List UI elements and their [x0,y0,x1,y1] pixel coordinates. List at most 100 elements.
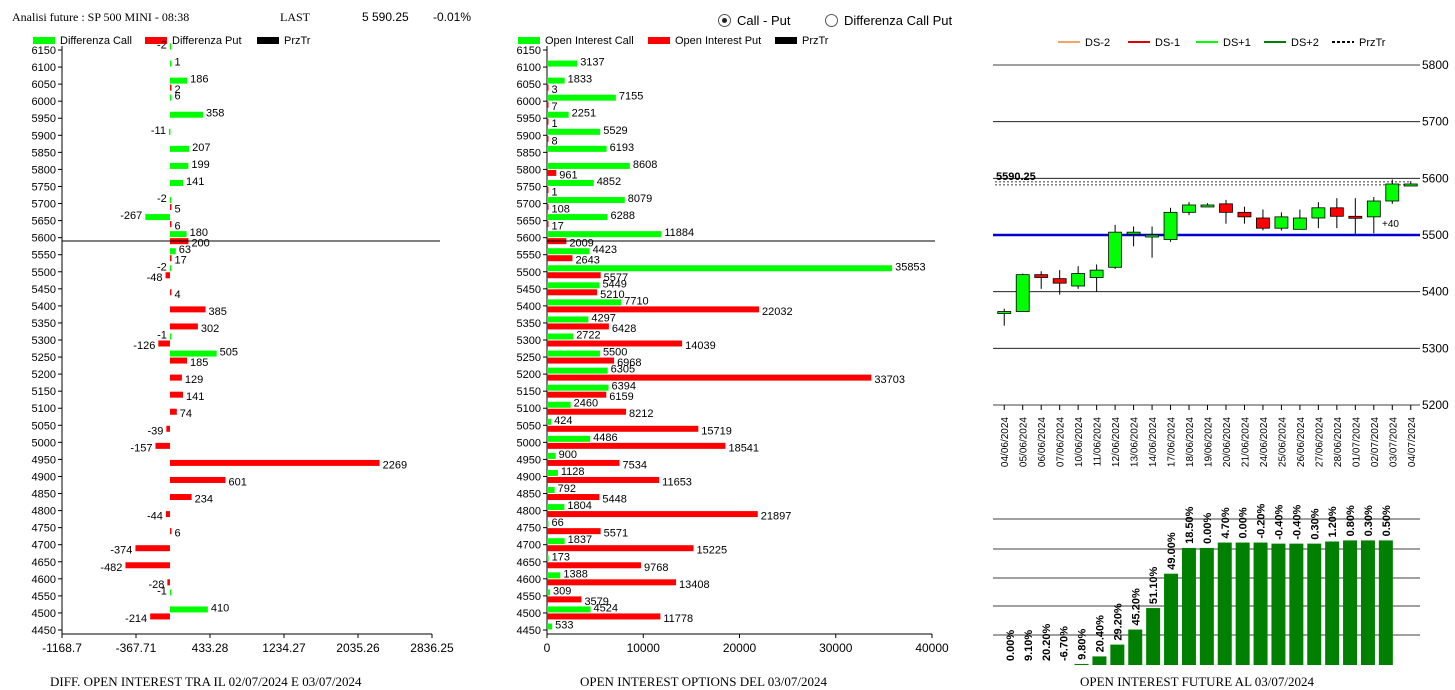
call-value-label: 1388 [563,568,587,580]
call-bar [547,60,578,67]
future-candlestick-chart: DS-2 DS-1 DS+1 DS+2 PrzTr 5800 5700 5600 5500 540… [993,37,1449,467]
call-bar [547,316,589,323]
call-bar [169,179,183,186]
put-bar [165,511,170,518]
strike-label: 4750 [32,523,56,535]
put-bar [547,374,872,381]
candle-body [1403,183,1418,187]
candle-body [1329,207,1344,217]
legend-swatch [648,37,670,44]
oi-bar [1181,547,1196,665]
call-bar [547,401,571,408]
call-value-label: -1 [157,585,167,597]
call-value-label: 141 [186,176,204,188]
oi-bar [1271,543,1286,665]
call-bar [547,367,608,374]
x-tick-label: 20000 [723,641,757,655]
oi-bar [1307,543,1322,665]
candle-body [1145,234,1159,238]
strike-label: 5750 [517,181,541,193]
put-value-label: 4 [174,289,180,301]
call-value-label: 4297 [591,312,615,324]
y-tick-label: 5800 [1422,58,1449,72]
put-bar [169,476,226,483]
legend-label: DS+2 [1291,37,1319,49]
date-label: 19/06/2024 [1204,417,1215,467]
radio-call-put[interactable]: Call - Put [718,13,790,28]
call-bar [547,282,600,289]
put-value-label: 6 [174,221,180,233]
put-value-label: -28 [148,579,164,591]
date-label: 14/06/2024 [1148,417,1159,467]
candle-body [1256,217,1270,229]
put-bar [547,391,607,398]
strike-label: 5000 [32,437,56,449]
date-label: 17/06/2024 [1167,417,1178,467]
radio-diff-call-put[interactable]: Differenza Call Put [825,13,952,28]
strike-label: 5400 [517,301,541,313]
put-value-label: -374 [110,545,132,557]
options-oi-chart: Open Interest Call Open Interest Put PrzTr… [517,35,949,655]
legend-label: Differenza Put [172,35,242,47]
put-value-label: 129 [185,374,203,386]
date-label: 13/06/2024 [1130,417,1141,467]
y-tick-label: 5200 [1422,398,1449,412]
put-value-label: 8212 [629,408,653,420]
candle-body [1108,231,1123,268]
call-value-label: 8608 [633,159,657,171]
call-value-label: 199 [191,159,209,171]
date-label: 04/07/2024 [1407,417,1418,467]
put-value-label: 5571 [604,528,628,540]
put-value-label: 234 [195,494,213,506]
call-bar [547,521,549,528]
pct-label: 49.00% [1166,532,1178,570]
call-value-label: 173 [552,551,570,563]
strike-label: 4500 [517,608,541,620]
candle-body [1385,183,1400,202]
put-value-label: -44 [147,511,163,523]
put-bar [547,459,620,466]
call-value-label: 180 [190,227,208,239]
put-value-label: -214 [125,613,147,625]
strike-label: 5250 [517,352,541,364]
strike-label: 5300 [517,335,541,347]
strike-label: 5900 [517,130,541,142]
call-value-label: 4423 [593,244,617,256]
put-value-label: 18541 [728,442,759,454]
put-value-label: 9768 [644,562,668,574]
pct-label: 0.30% [1309,508,1321,539]
strike-label: 5450 [32,284,56,296]
put-bar [169,494,192,501]
call-bar [547,333,574,340]
call-value-label: 6394 [612,381,636,393]
call-bar [547,469,558,476]
call-bar [169,248,176,255]
strike-label: 6000 [517,96,541,108]
put-bar [167,579,170,586]
call-bar [169,162,189,169]
put-value-label: 2009 [569,238,593,250]
date-label: 27/06/2024 [1314,417,1325,467]
call-value-label: -1 [157,330,167,342]
strike-label: 5600 [32,233,56,245]
x-tick-label: 10000 [627,641,661,655]
strike-label: 4800 [517,506,541,518]
date-label: 24/06/2024 [1259,417,1270,467]
pct-label: 0.50% [1381,505,1393,536]
x-tick-label: 2836.25 [410,641,454,655]
candle-body [1366,200,1381,218]
put-value-label: 13408 [679,579,710,591]
put-bar [547,135,549,142]
date-label: 21/06/2024 [1240,417,1251,467]
oi-bar [1110,644,1125,665]
put-bar [547,408,627,415]
put-value-label: -157 [130,442,152,454]
legend-label: DS-1 [1155,37,1180,49]
candle-body [1292,217,1307,230]
call-value-label: 5529 [603,125,627,137]
candle-body [1182,204,1196,213]
put-value-label: 5577 [604,272,628,284]
strike-label: 4950 [517,454,541,466]
call-bar [168,128,171,135]
strike-label: 5150 [517,386,541,398]
